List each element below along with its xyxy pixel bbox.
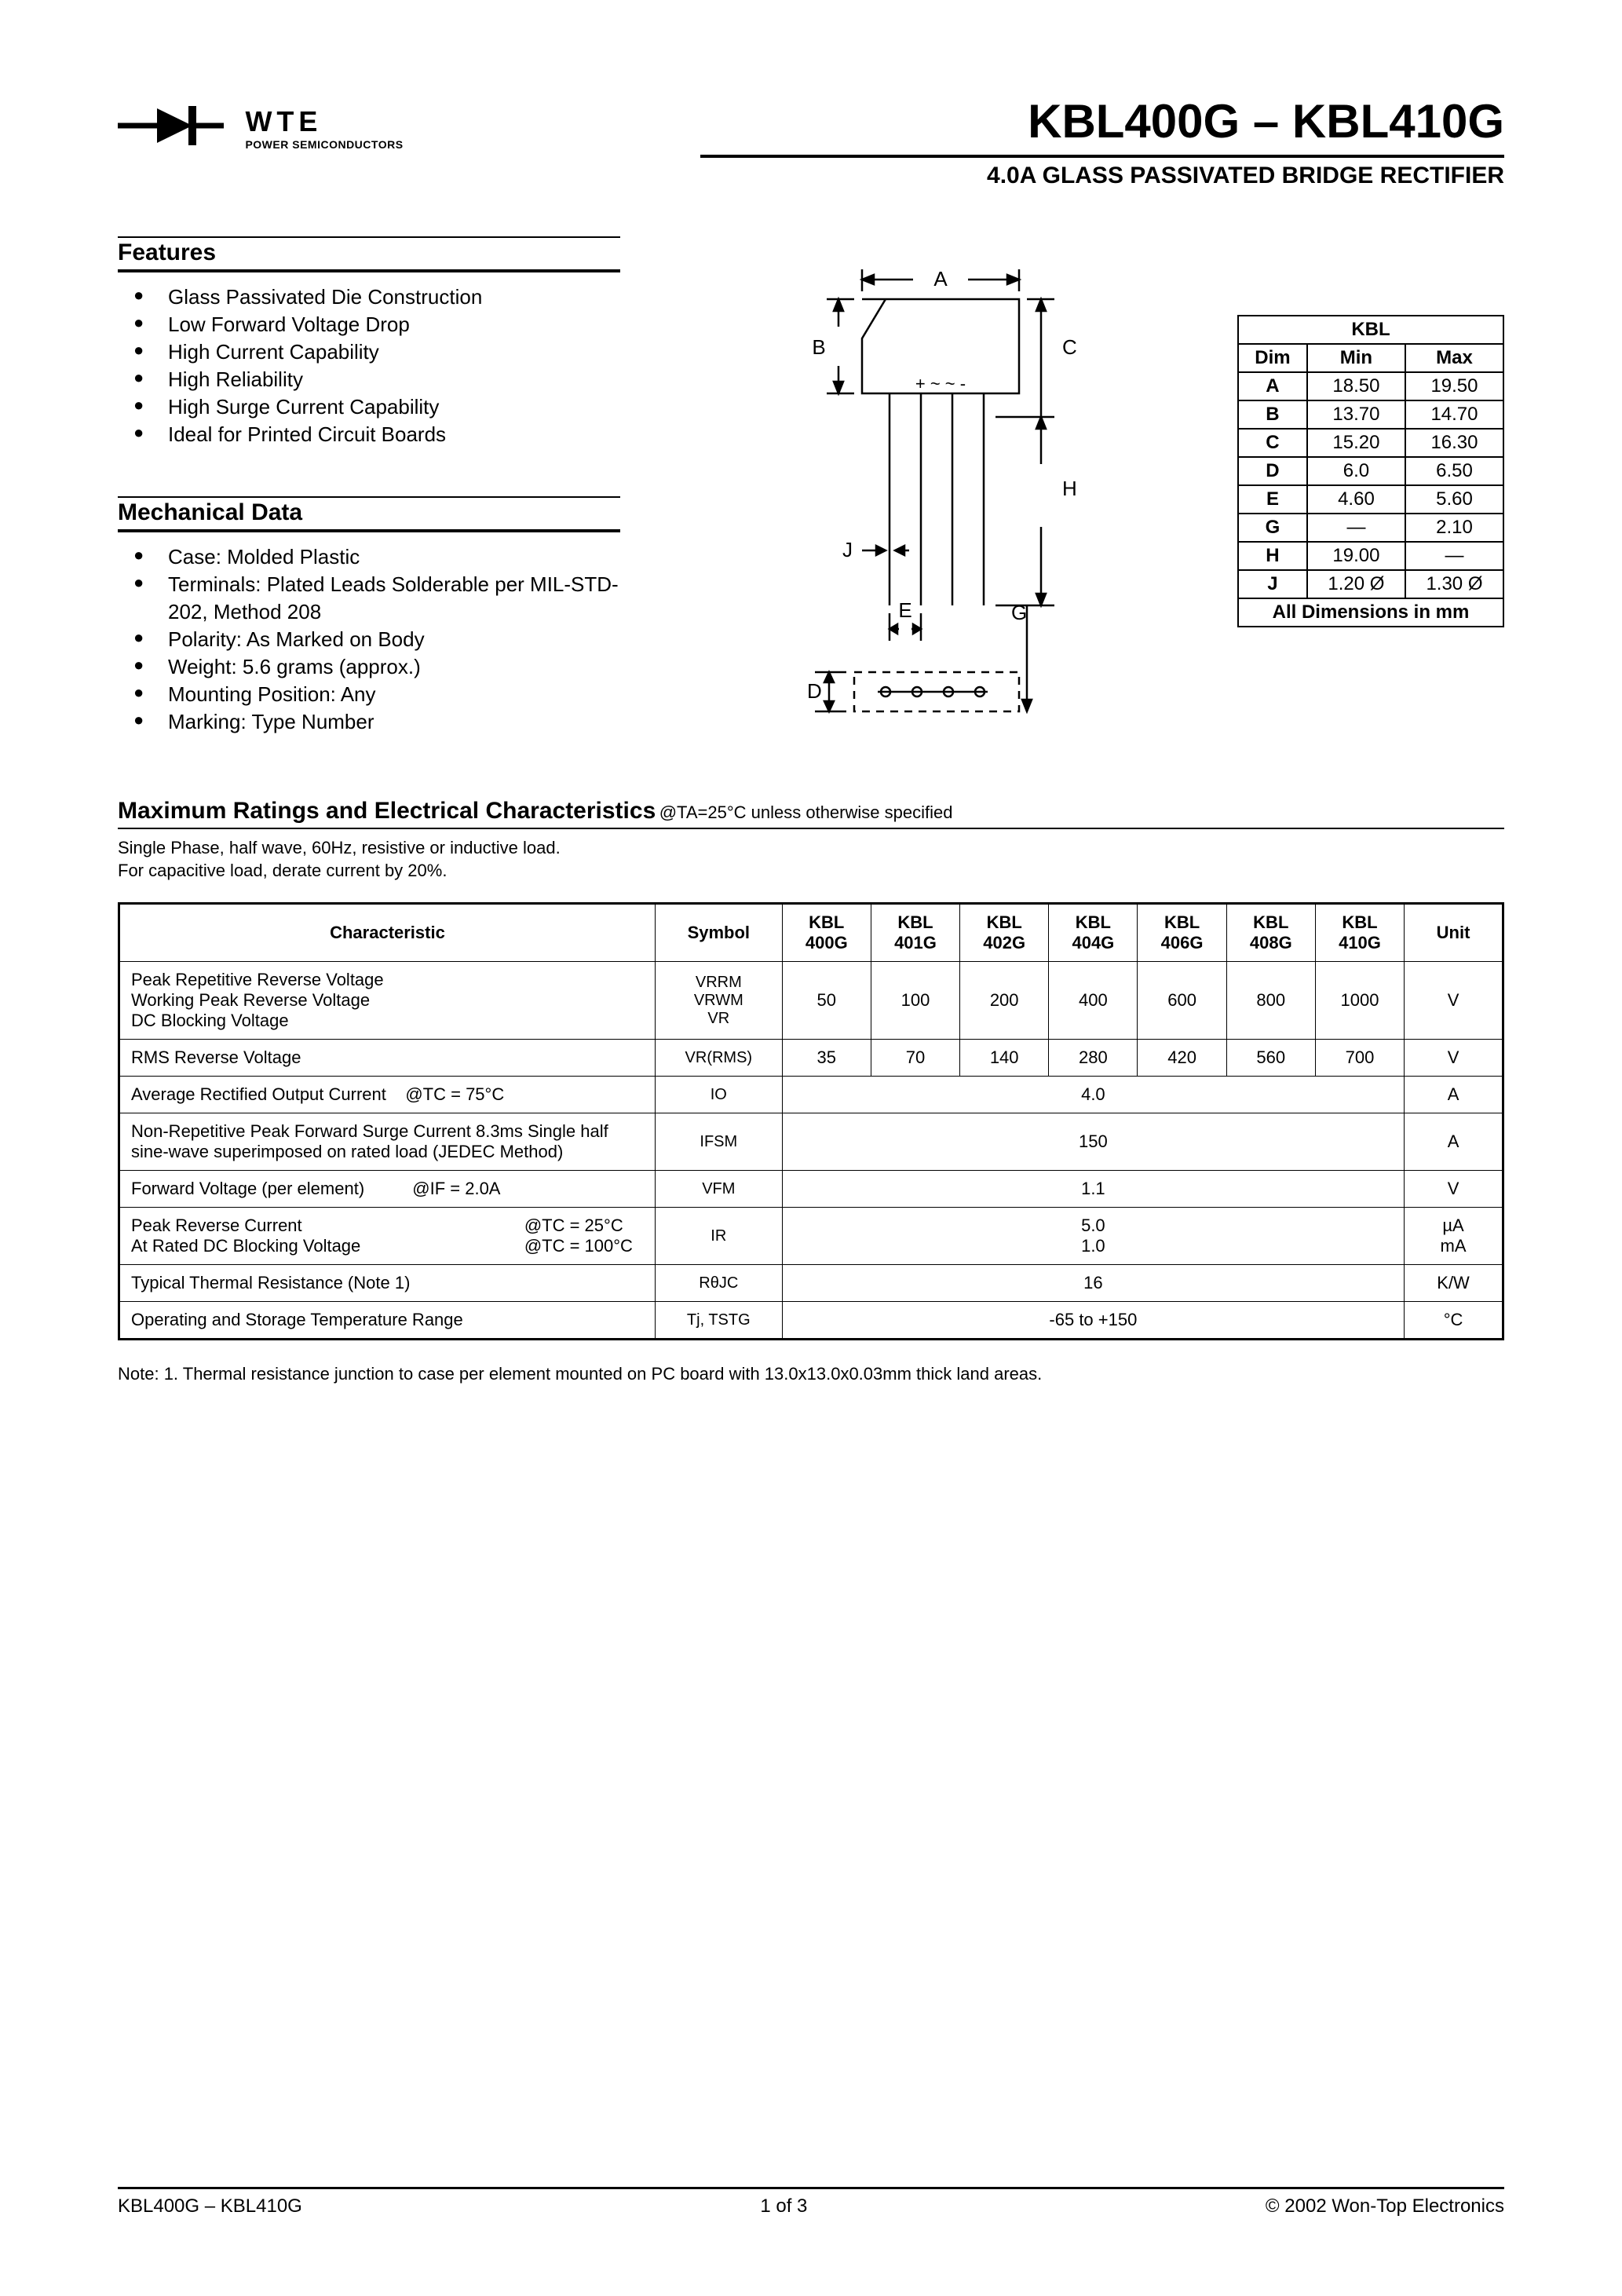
table-row: RMS Reverse Voltage VR(RMS) 35 70 140 28… <box>119 1040 1503 1077</box>
list-item: High Current Capability <box>133 338 620 366</box>
footer-center: 1 of 3 <box>760 2195 807 2217</box>
table-row: G—2.10 <box>1238 514 1503 542</box>
svg-text:C: C <box>1062 335 1077 359</box>
table-row: Typical Thermal Resistance (Note 1) RθJC… <box>119 1265 1503 1302</box>
ratings-note: Single Phase, half wave, 60Hz, resistive… <box>118 837 1504 882</box>
col-part: KBL 401G <box>871 904 959 962</box>
svg-text:G: G <box>1011 601 1027 624</box>
brand-name: WTE <box>245 105 403 138</box>
ratings-footnote: Note: 1. Thermal resistance junction to … <box>118 1364 1504 1384</box>
svg-text:A: A <box>933 267 948 291</box>
dim-footer: All Dimensions in mm <box>1238 598 1503 627</box>
col-symbol: Symbol <box>655 904 782 962</box>
section-rule <box>118 496 620 498</box>
table-row: C15.2016.30 <box>1238 429 1503 457</box>
table-row: B13.7014.70 <box>1238 400 1503 429</box>
table-row: Operating and Storage Temperature Range … <box>119 1302 1503 1340</box>
list-item: Case: Molded Plastic <box>133 543 620 571</box>
svg-text:E: E <box>898 598 911 622</box>
table-row: Forward Voltage (per element) @IF = 2.0A… <box>119 1171 1503 1208</box>
list-item: Weight: 5.6 grams (approx.) <box>133 653 620 681</box>
ratings-condition: @TA=25°C unless otherwise specified <box>659 803 953 822</box>
list-item: High Reliability <box>133 366 620 393</box>
table-row: J1.20 Ø1.30 Ø <box>1238 570 1503 598</box>
col-min: Min <box>1307 344 1405 372</box>
col-part: KBL 404G <box>1049 904 1138 962</box>
table-row: D6.06.50 <box>1238 457 1503 485</box>
footer-right: © 2002 Won-Top Electronics <box>1266 2195 1504 2217</box>
list-item: Low Forward Voltage Drop <box>133 311 620 338</box>
svg-text:+ ~ ~ -: + ~ ~ - <box>915 374 966 393</box>
table-row: E4.605.60 <box>1238 485 1503 514</box>
svg-text:D: D <box>807 679 822 703</box>
table-row: A18.5019.50 <box>1238 372 1503 400</box>
svg-text:H: H <box>1062 477 1077 500</box>
col-unit: Unit <box>1405 904 1503 962</box>
list-item: High Surge Current Capability <box>133 393 620 421</box>
list-item: Mounting Position: Any <box>133 681 620 708</box>
page-subtitle: 4.0A GLASS PASSIVATED BRIDGE RECTIFIER <box>118 163 1504 189</box>
col-part: KBL 402G <box>960 904 1049 962</box>
col-characteristic: Characteristic <box>119 904 656 962</box>
mechanical-heading: Mechanical Data <box>118 499 620 526</box>
mechanical-list: Case: Molded Plastic Terminals: Plated L… <box>118 543 620 737</box>
dim-header: KBL <box>1238 316 1503 344</box>
list-item: Terminals: Plated Leads Solderable per M… <box>133 571 620 626</box>
svg-text:J: J <box>842 538 853 561</box>
brand-logo: WTE POWER SEMICONDUCTORS <box>118 102 404 153</box>
features-list: Glass Passivated Die Construction Low Fo… <box>118 283 620 449</box>
dimensions-table: KBL Dim Min Max A18.5019.50 B13.7014.70 … <box>1237 315 1504 627</box>
list-item: Ideal for Printed Circuit Boards <box>133 421 620 448</box>
table-row: Peak Reverse Current At Rated DC Blockin… <box>119 1208 1503 1265</box>
list-item: Marking: Type Number <box>133 708 620 736</box>
package-diagram: + ~ ~ - A <box>644 236 1214 743</box>
list-item: Polarity: As Marked on Body <box>133 626 620 653</box>
list-item: Glass Passivated Die Construction <box>133 283 620 311</box>
col-part: KBL 410G <box>1315 904 1404 962</box>
section-rule <box>118 828 1504 829</box>
svg-text:B: B <box>812 335 825 359</box>
section-rule <box>118 269 620 272</box>
col-part: KBL 400G <box>782 904 871 962</box>
footer-rule <box>118 2187 1504 2189</box>
col-part: KBL 408G <box>1226 904 1315 962</box>
page-footer: KBL400G – KBL410G 1 of 3 © 2002 Won-Top … <box>118 2187 1504 2217</box>
table-row: Average Rectified Output Current @TC = 7… <box>119 1077 1503 1113</box>
ratings-heading: Maximum Ratings and Electrical Character… <box>118 798 656 824</box>
table-row: Non-Repetitive Peak Forward Surge Curren… <box>119 1113 1503 1171</box>
table-row: Peak Repetitive Reverse Voltage Working … <box>119 962 1503 1040</box>
col-max: Max <box>1405 344 1503 372</box>
section-rule <box>118 236 620 238</box>
section-rule <box>118 529 620 532</box>
title-rule <box>700 155 1504 158</box>
table-row: H19.00— <box>1238 542 1503 570</box>
col-dim: Dim <box>1238 344 1307 372</box>
footer-left: KBL400G – KBL410G <box>118 2195 302 2217</box>
ratings-table: Characteristic Symbol KBL 400G KBL 401G … <box>118 902 1504 1340</box>
brand-sub: POWER SEMICONDUCTORS <box>245 138 403 151</box>
features-heading: Features <box>118 239 620 266</box>
col-part: KBL 406G <box>1138 904 1226 962</box>
diode-icon <box>118 102 236 153</box>
